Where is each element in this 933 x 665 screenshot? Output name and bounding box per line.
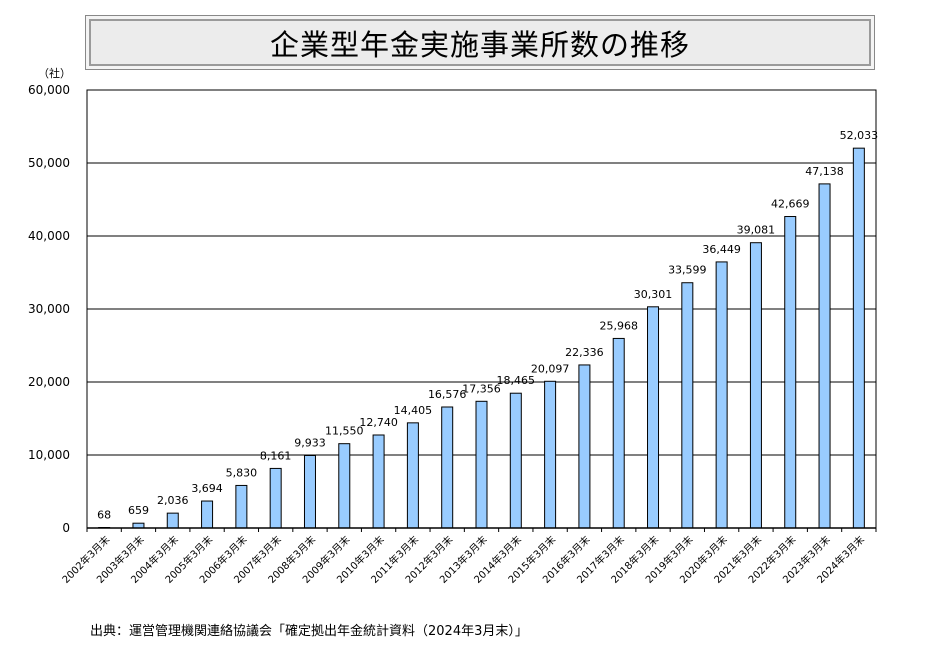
data-label: 22,336 — [565, 346, 604, 359]
bar — [681, 282, 694, 529]
y-tick-label: 20,000 — [28, 375, 70, 389]
data-label: 8,161 — [260, 449, 292, 462]
y-axis-unit: （社） — [38, 67, 71, 80]
bar — [647, 306, 660, 529]
data-label: 5,830 — [226, 466, 258, 479]
bar — [612, 337, 625, 529]
chart-title: 企業型年金実施事業所数の推移 — [269, 27, 690, 62]
bar — [784, 216, 797, 529]
data-label: 33,599 — [668, 264, 707, 277]
bar — [303, 454, 316, 529]
data-label: 17,356 — [462, 382, 501, 395]
data-label: 2,036 — [157, 494, 189, 507]
data-label: 25,968 — [599, 319, 638, 332]
data-label: 68 — [97, 509, 111, 522]
data-label: 20,097 — [531, 362, 570, 375]
bar — [475, 400, 488, 529]
y-tick-label: 60,000 — [28, 83, 70, 97]
bar — [852, 147, 865, 529]
bar — [749, 242, 762, 529]
bar — [372, 434, 385, 529]
bar — [578, 364, 591, 529]
y-tick-label: 50,000 — [28, 156, 70, 170]
bar — [201, 500, 214, 529]
data-label: 16,576 — [428, 388, 467, 401]
data-label: 18,465 — [497, 374, 536, 387]
bar — [269, 467, 282, 529]
y-tick-label: 0 — [62, 521, 70, 535]
bar — [406, 422, 419, 529]
data-label: 39,081 — [737, 224, 776, 237]
bar — [338, 443, 351, 529]
bar — [235, 484, 248, 529]
data-label: 11,550 — [325, 425, 364, 438]
data-label: 36,449 — [702, 243, 741, 256]
source-note: 出典：運営管理機関連絡協議会「確定拠出年金統計資料（2024年3月末）」 — [90, 624, 528, 639]
data-label: 9,933 — [294, 436, 326, 449]
chart-title-box: 企業型年金実施事業所数の推移 — [85, 15, 875, 70]
data-label: 659 — [128, 504, 149, 517]
data-label: 42,669 — [771, 198, 810, 211]
y-tick-label: 40,000 — [28, 229, 70, 243]
data-label: 14,405 — [394, 404, 433, 417]
data-label: 47,138 — [805, 165, 844, 178]
bar — [166, 512, 179, 529]
data-label: 12,740 — [359, 416, 398, 429]
bar — [544, 380, 557, 529]
data-label: 3,694 — [191, 482, 223, 495]
bar — [818, 183, 831, 529]
bar — [509, 392, 522, 529]
data-label: 30,301 — [634, 288, 673, 301]
data-label: 52,033 — [840, 129, 879, 142]
bar — [715, 261, 728, 529]
bar — [441, 406, 454, 529]
y-tick-label: 30,000 — [28, 302, 70, 316]
y-tick-label: 10,000 — [28, 448, 70, 462]
